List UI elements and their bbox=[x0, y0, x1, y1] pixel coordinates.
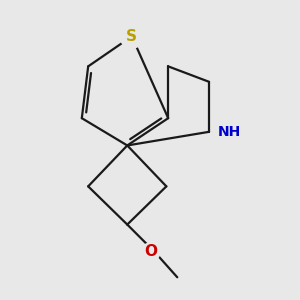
Text: NH: NH bbox=[218, 125, 241, 139]
Circle shape bbox=[214, 117, 244, 146]
Circle shape bbox=[142, 243, 160, 261]
Text: O: O bbox=[144, 244, 158, 259]
Text: S: S bbox=[126, 29, 137, 44]
Circle shape bbox=[120, 25, 144, 48]
